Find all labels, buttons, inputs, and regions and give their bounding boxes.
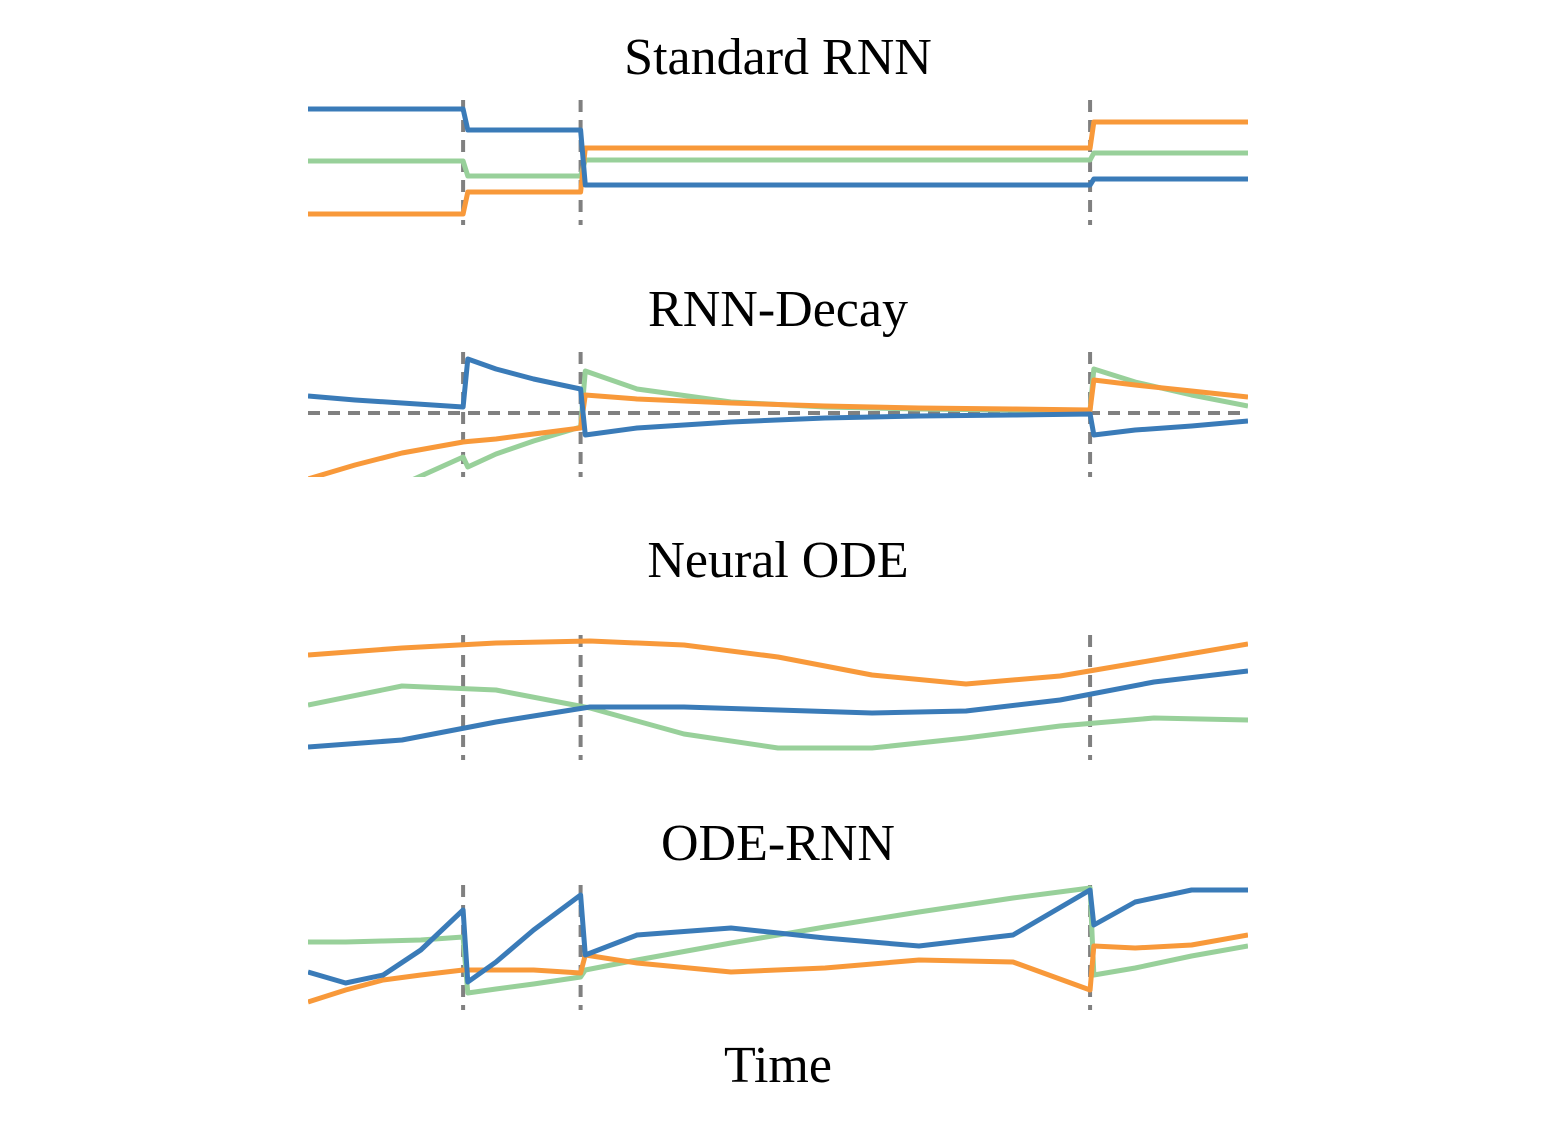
series-line xyxy=(308,885,1248,996)
series-line xyxy=(308,119,1248,217)
series-line xyxy=(308,683,1248,751)
x-axis-label: Time xyxy=(724,1037,832,1094)
panel-title: Standard RNN xyxy=(624,29,932,86)
series-line xyxy=(308,932,1248,1005)
panel: Neural ODE xyxy=(308,532,1248,760)
series-line xyxy=(308,668,1248,750)
series-line xyxy=(308,377,1248,477)
series-line xyxy=(412,366,1248,477)
panel-title: RNN-Decay xyxy=(648,281,908,338)
panel: Standard RNN xyxy=(308,29,1248,225)
series-line xyxy=(308,106,1248,188)
series-line xyxy=(308,356,1248,438)
series-line xyxy=(308,887,1248,986)
panel: ODE-RNN Time xyxy=(308,815,1248,1094)
series-line xyxy=(308,150,1248,179)
series-line xyxy=(308,638,1248,687)
panel: RNN-Decay xyxy=(308,281,1248,477)
panel-title: ODE-RNN xyxy=(661,815,895,872)
panel-title: Neural ODE xyxy=(647,532,908,589)
